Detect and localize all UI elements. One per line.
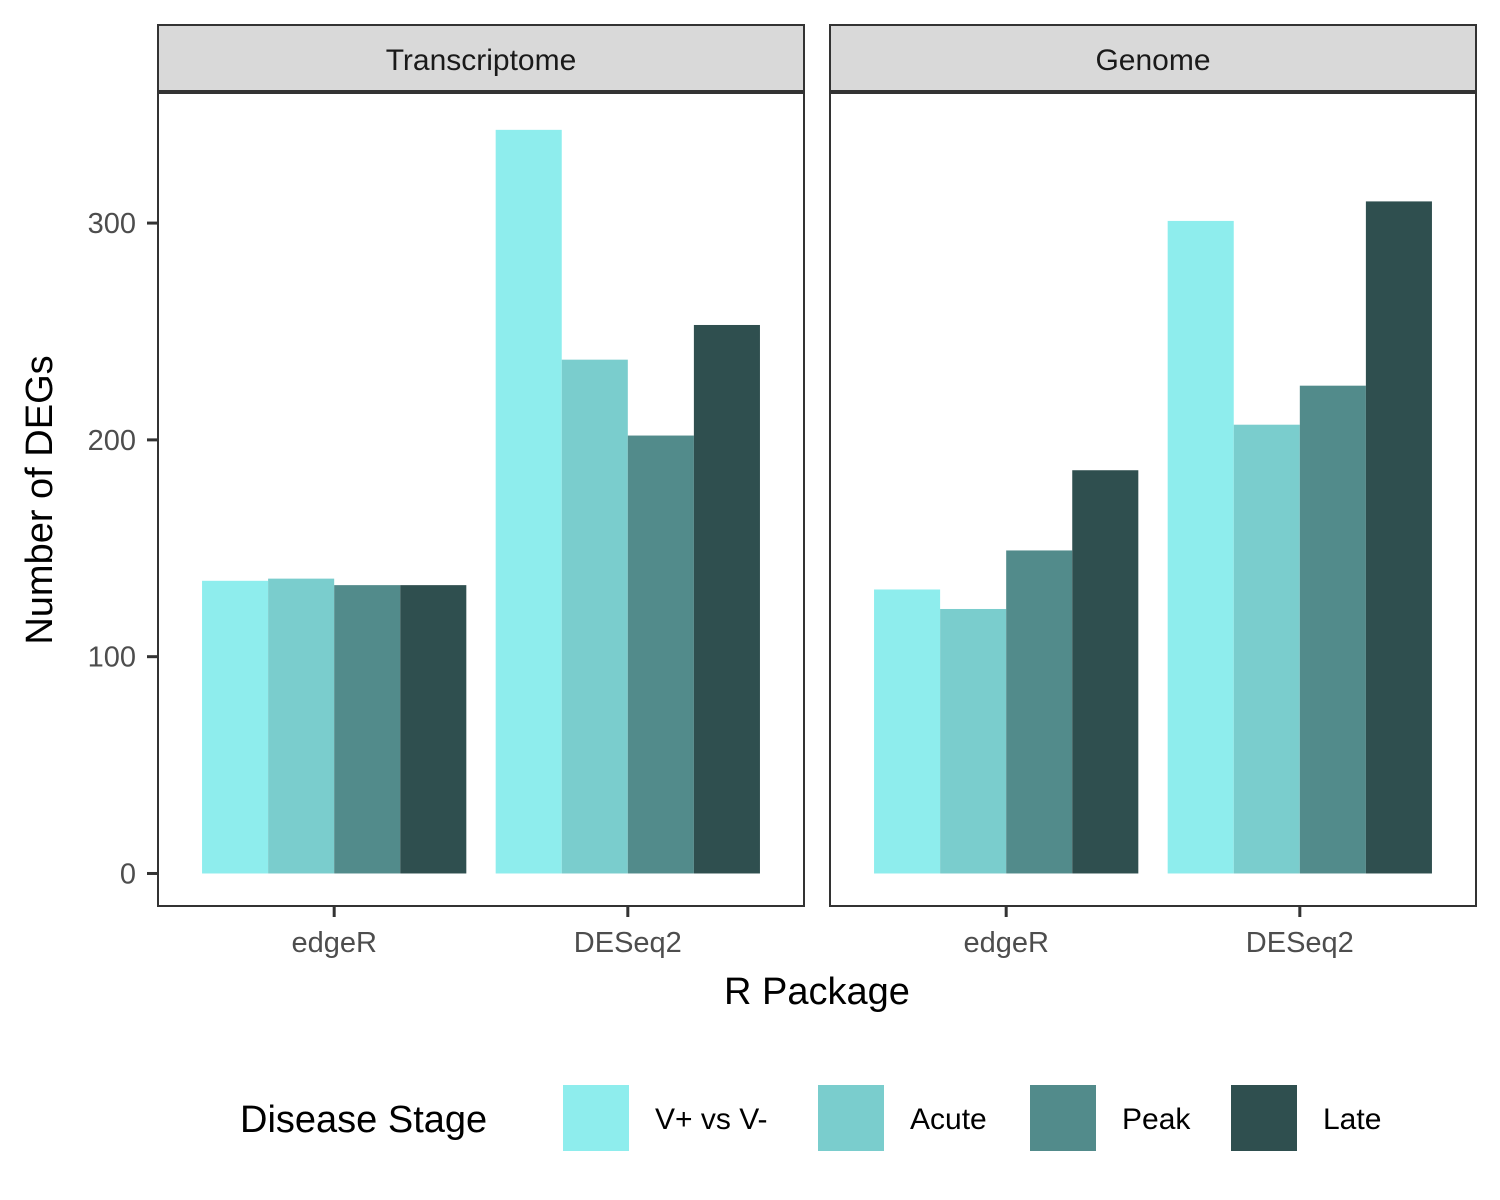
- legend: Disease Stage V+ vs V- Acute Peak Late: [240, 1085, 1381, 1151]
- facet-panel-genome: Genome edgeR DESeq2: [829, 24, 1477, 959]
- bar-genome-edger-late: [1072, 470, 1139, 874]
- bar-transcriptome-edger-v-vs-v: [202, 580, 269, 874]
- panel-border: [829, 92, 1477, 907]
- x-tick-label: edgeR: [291, 927, 376, 959]
- legend-item: Late: [1231, 1085, 1381, 1151]
- bar-transcriptome-deseq2-peak: [627, 435, 694, 874]
- legend-key: [818, 1085, 884, 1151]
- bar-transcriptome-deseq2-late: [693, 324, 760, 874]
- y-tick-label: 0: [120, 858, 136, 890]
- bar-genome-deseq2-late: [1365, 201, 1432, 874]
- y-tick-label: 300: [88, 208, 136, 240]
- legend-label: Acute: [910, 1103, 987, 1136]
- legend-item: Peak: [1030, 1085, 1191, 1151]
- legend-key: [563, 1085, 629, 1151]
- bar-transcriptome-deseq2-v-vs-v: [495, 129, 562, 874]
- bar-genome-deseq2-v-vs-v: [1167, 220, 1234, 874]
- legend-label: V+ vs V-: [655, 1103, 768, 1136]
- bar-genome-edger-v-vs-v: [874, 589, 941, 874]
- legend-key: [1030, 1085, 1096, 1151]
- facet-panels: Transcriptome edgeR DESeq2 Genome edgeR DESeq…: [157, 24, 1477, 959]
- x-tick-label: DESeq2: [1246, 927, 1354, 959]
- legend-key: [1231, 1085, 1297, 1151]
- bar-transcriptome-edger-peak: [334, 585, 401, 874]
- y-axis: 0 100 200 300: [88, 208, 158, 890]
- x-axis-title: R Package: [724, 971, 910, 1013]
- bar-transcriptome-deseq2-acute: [561, 359, 628, 874]
- facet-strip-label: Transcriptome: [386, 44, 577, 77]
- bar-genome-edger-peak: [1006, 550, 1073, 874]
- y-axis-title: Number of DEGs: [19, 355, 61, 644]
- facet-panel-transcriptome: Transcriptome edgeR DESeq2: [157, 24, 805, 959]
- legend-label: Late: [1323, 1103, 1381, 1136]
- bar-genome-deseq2-peak: [1299, 385, 1366, 874]
- y-tick-label: 200: [88, 425, 136, 457]
- bar-transcriptome-edger-acute: [268, 578, 335, 874]
- legend-keys: V+ vs V- Acute Peak Late: [563, 1085, 1381, 1151]
- legend-label: Peak: [1122, 1103, 1191, 1136]
- bar-transcriptome-edger-late: [400, 585, 467, 874]
- x-tick-label: DESeq2: [574, 927, 682, 959]
- legend-item: V+ vs V-: [563, 1085, 768, 1151]
- panel-border: [157, 92, 805, 907]
- x-tick-label: edgeR: [963, 927, 1048, 959]
- facet-strip: [157, 24, 805, 92]
- legend-title: Disease Stage: [240, 1099, 487, 1141]
- legend-item: Acute: [818, 1085, 987, 1151]
- bar-genome-deseq2-acute: [1233, 424, 1300, 874]
- facet-strip: [829, 24, 1477, 92]
- bar-genome-edger-acute: [940, 608, 1007, 874]
- y-tick-label: 100: [88, 642, 136, 674]
- facet-strip-label: Genome: [1095, 44, 1210, 77]
